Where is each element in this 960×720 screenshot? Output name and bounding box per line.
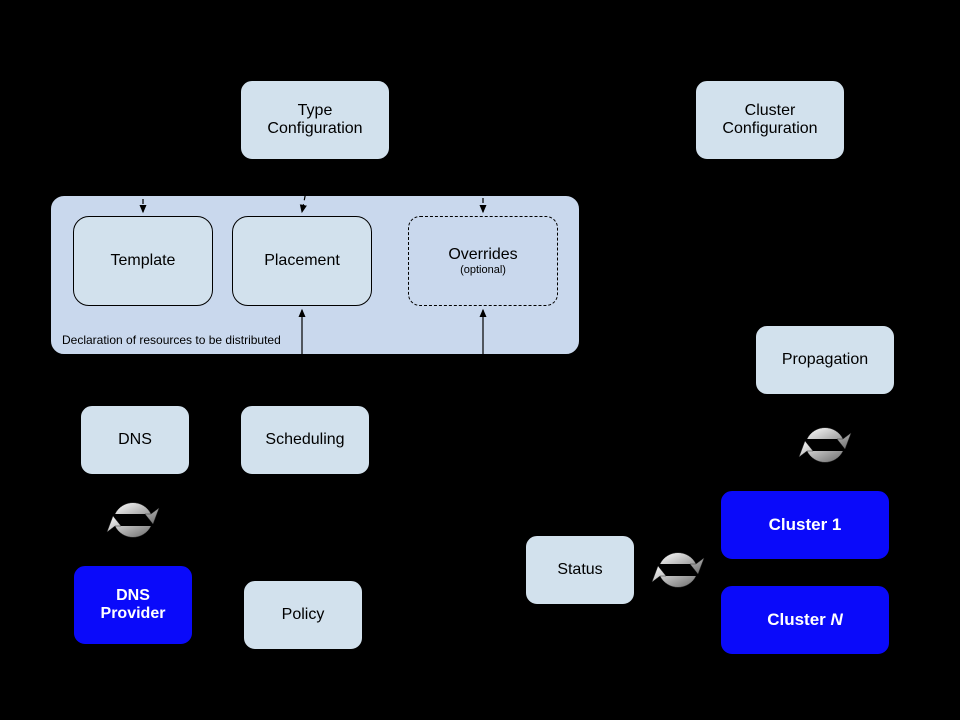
scheduling-node: Scheduling bbox=[240, 405, 370, 475]
cluster-n-node: Cluster N bbox=[720, 585, 890, 655]
template-node: Template bbox=[73, 216, 213, 306]
template-label: Template bbox=[111, 252, 176, 270]
dns-label: DNS bbox=[118, 431, 152, 449]
type-config-label1: Type bbox=[298, 102, 333, 120]
cluster-1-label: Cluster 1 bbox=[769, 515, 842, 535]
status-label: Status bbox=[557, 561, 602, 579]
dns-provider-label1: DNS bbox=[116, 587, 150, 605]
sync-icon-propagation bbox=[799, 428, 851, 463]
overrides-node: Overrides (optional) bbox=[408, 216, 558, 306]
status-node: Status bbox=[525, 535, 635, 605]
scheduling-label: Scheduling bbox=[265, 431, 344, 449]
sync-icon-status bbox=[652, 553, 704, 588]
cluster-n-label: Cluster N bbox=[767, 610, 843, 630]
placement-label: Placement bbox=[264, 252, 340, 270]
type-configuration-node: Type Configuration bbox=[240, 80, 390, 160]
overrides-label: Overrides bbox=[448, 246, 517, 264]
cluster-1-node: Cluster 1 bbox=[720, 490, 890, 560]
policy-label: Policy bbox=[282, 606, 325, 624]
cluster-config-label2: Configuration bbox=[722, 120, 817, 138]
cluster-configuration-node: Cluster Configuration bbox=[695, 80, 845, 160]
dns-provider-label2: Provider bbox=[101, 605, 166, 623]
dns-provider-node: DNS Provider bbox=[73, 565, 193, 645]
overrides-sublabel: (optional) bbox=[460, 264, 506, 276]
propagation-node: Propagation bbox=[755, 325, 895, 395]
placement-node: Placement bbox=[232, 216, 372, 306]
dns-node: DNS bbox=[80, 405, 190, 475]
arrow-policy-overrides bbox=[363, 310, 483, 615]
declaration-caption: Declaration of resources to be distribut… bbox=[62, 333, 281, 347]
sync-icon-dns bbox=[107, 503, 159, 538]
cluster-config-label1: Cluster bbox=[745, 102, 796, 120]
type-config-label2: Configuration bbox=[267, 120, 362, 138]
propagation-label: Propagation bbox=[782, 351, 868, 369]
policy-node: Policy bbox=[243, 580, 363, 650]
